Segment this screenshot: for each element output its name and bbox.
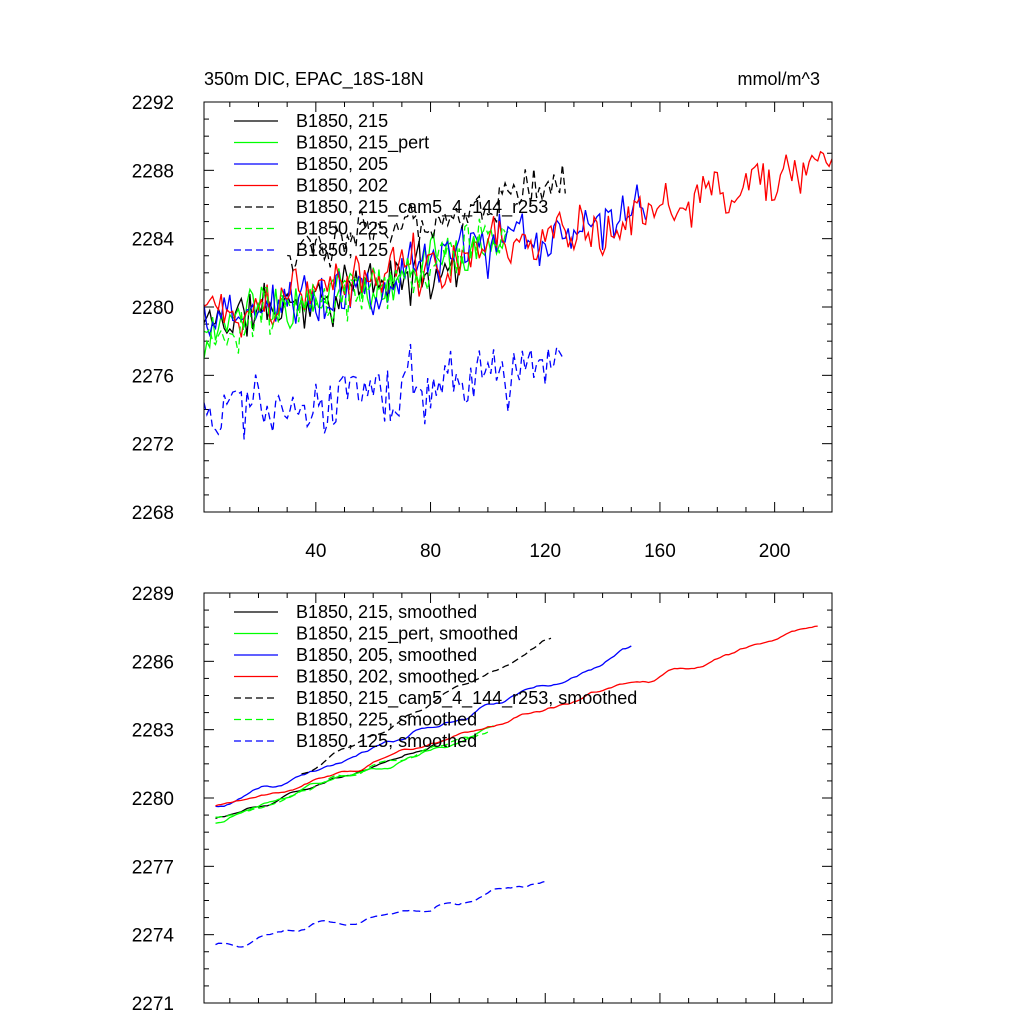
- top-series-b1850-215-cam5-4-144-r253: [287, 164, 566, 273]
- top-y-tick-label: 2276: [132, 366, 174, 387]
- bottom-legend-label: B1850, 205, smoothed: [296, 645, 477, 665]
- bottom-y-tick-label: 2286: [132, 652, 174, 673]
- top-x-tick-label: 80: [420, 541, 441, 562]
- bottom-series-b1850-205-smoothed: [215, 645, 632, 808]
- bottom-y-tick-label: 2277: [132, 857, 174, 878]
- bottom-series-b1850-125-smoothed: [215, 880, 549, 948]
- top-chart-title: 350m DIC, EPAC_18S-18N: [204, 69, 424, 90]
- top-x-tick-label: 120: [529, 541, 561, 562]
- bottom-legend-label: B1850, 202, smoothed: [296, 667, 477, 687]
- top-legend-label: B1850, 225: [296, 219, 388, 239]
- top-legend-label: B1850, 215: [296, 111, 388, 131]
- bottom-legend-label: B1850, 125, smoothed: [296, 731, 477, 751]
- top-legend-label: B1850, 205: [296, 154, 388, 174]
- top-x-tick-label: 200: [759, 541, 791, 562]
- top-x-tick-label: 40: [305, 541, 326, 562]
- top-y-tick-label: 2292: [132, 93, 174, 114]
- bottom-series-b1850-215-cam5-4-144-r253-smoothed: [301, 637, 552, 775]
- bottom-y-tick-label: 2283: [132, 721, 174, 742]
- bottom-legend-label: B1850, 215, smoothed: [296, 602, 477, 622]
- top-x-tick-label: 160: [644, 541, 676, 562]
- top-legend-label: B1850, 125: [296, 240, 388, 260]
- bottom-legend-label: B1850, 215_cam5_4_144_r253, smoothed: [296, 688, 637, 709]
- top-series-lines: [203, 150, 833, 440]
- bottom-series-lines: [215, 625, 818, 948]
- top-y-tick-label: 2288: [132, 161, 174, 182]
- bottom-y-tick-label: 2274: [132, 926, 175, 947]
- top-legend-label: B1850, 215_cam5_4_144_r253: [296, 197, 548, 218]
- bottom-chart-panel: 2271 2274 2277 2280 2283 2286 2289 B1850, 215,…: [132, 584, 833, 1015]
- top-chart-units: mmol/m^3: [738, 69, 820, 89]
- bottom-y-tick-label: 2289: [132, 584, 174, 605]
- bottom-series-b1850-225-smoothed: [215, 731, 489, 818]
- bottom-legend-label: B1850, 215_pert, smoothed: [296, 624, 518, 645]
- bottom-legend-label: B1850, 225, smoothed: [296, 710, 477, 730]
- bottom-y-tick-label: 2280: [132, 789, 174, 810]
- bottom-series-b1850-215-pert-smoothed: [215, 725, 494, 824]
- top-y-tick-label: 2272: [132, 435, 174, 456]
- bottom-series-b1850-215-smoothed: [215, 738, 446, 820]
- top-y-tick-label: 2280: [132, 298, 174, 319]
- top-y-tick-label: 2284: [132, 230, 175, 251]
- top-series-b1850-125: [203, 343, 563, 440]
- bottom-plot-frame: [203, 592, 833, 1004]
- top-series-b1850-215-pert: [203, 230, 509, 359]
- bottom-y-tick-label: 2271: [132, 994, 174, 1015]
- top-series-b1850-202: [203, 150, 833, 338]
- top-y-tick-label: 2268: [132, 503, 174, 524]
- bottom-series-b1850-202-smoothed: [215, 625, 818, 807]
- top-legend-label: B1850, 202: [296, 176, 388, 196]
- top-plot-frame: [203, 101, 833, 513]
- top-chart-panel: 350m DIC, EPAC_18S-18N mmol/m^3 2268 2272…: [132, 69, 833, 562]
- top-legend-label: B1850, 215_pert: [296, 133, 429, 154]
- top-axis-ticks: 2268 2272 2276 2280 2284 2288 2292 40 80 120 160 20…: [132, 93, 832, 562]
- top-series-b1850-225: [203, 218, 506, 354]
